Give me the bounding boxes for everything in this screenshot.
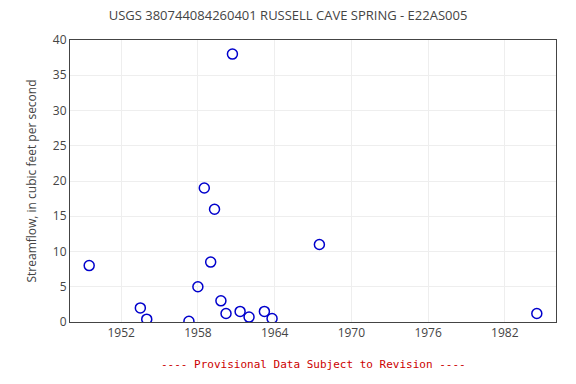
svg-text:1976: 1976 <box>414 324 442 341</box>
svg-text:---- Provisional Data Subject: ---- Provisional Data Subject to Revisio… <box>161 358 466 371</box>
svg-text:Streamflow, in cubic feet per: Streamflow, in cubic feet per second <box>23 79 40 282</box>
svg-text:1958: 1958 <box>184 324 212 341</box>
svg-text:1952: 1952 <box>107 324 135 341</box>
svg-text:20: 20 <box>53 172 67 189</box>
svg-text:0: 0 <box>60 313 67 330</box>
svg-text:5: 5 <box>60 278 67 295</box>
svg-text:USGS 380744084260401 RUSSELL C: USGS 380744084260401 RUSSELL CAVE SPRING… <box>109 6 468 24</box>
svg-text:15: 15 <box>53 207 67 224</box>
svg-text:1970: 1970 <box>338 324 366 341</box>
svg-text:1964: 1964 <box>261 324 289 341</box>
svg-text:30: 30 <box>53 102 67 119</box>
svg-text:1982: 1982 <box>491 324 519 341</box>
svg-text:10: 10 <box>53 243 67 260</box>
svg-text:40: 40 <box>53 31 67 48</box>
svg-text:25: 25 <box>53 137 67 154</box>
svg-text:35: 35 <box>53 66 67 83</box>
